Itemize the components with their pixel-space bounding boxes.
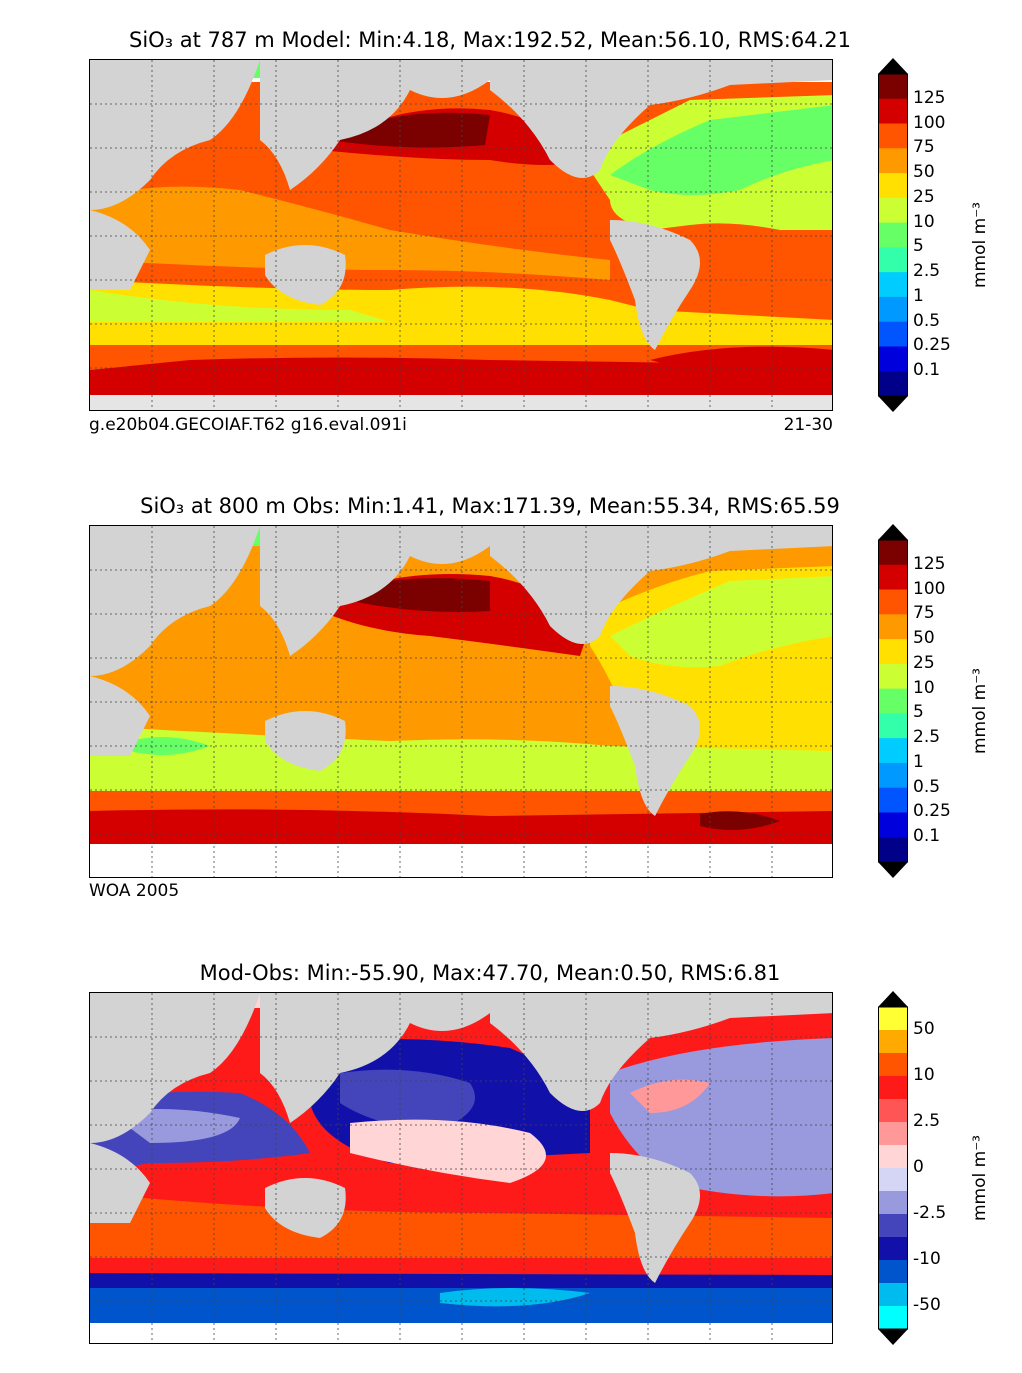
colorbar-swatch	[878, 371, 908, 397]
map-diff-svg	[90, 993, 832, 1343]
colorbar-swatch	[878, 713, 908, 739]
colorbar-tick-label: 0.5	[913, 310, 941, 331]
caption-left: WOA 2005	[89, 881, 180, 901]
colorbar-swatch	[878, 1030, 908, 1054]
colorbar-tick-label: 5	[913, 236, 924, 257]
colorbar-swatch	[878, 564, 908, 591]
caption-left: g.e20b04.GECOIAF.T62 g16.eval.091i	[89, 415, 407, 435]
colorbar-tick-label: 10	[913, 1065, 935, 1085]
colorbar-swatch	[878, 1099, 908, 1123]
colorbar-swatch	[878, 74, 908, 100]
colorbar-tick-label: 25	[913, 652, 935, 673]
colorbar-swatch	[878, 1260, 908, 1284]
colorbar-swatch	[878, 272, 908, 298]
colorbar-tick-label: 2.5	[913, 261, 941, 282]
colorbar-tick-label: 100	[913, 578, 946, 599]
unit-label: mmol m⁻³	[970, 1135, 990, 1221]
colorbar-swatch	[878, 346, 908, 372]
colorbar-swatch	[878, 1306, 908, 1330]
colorbar-swatch	[878, 247, 908, 273]
colorbar-tick-label: 1	[913, 285, 924, 306]
colorbar-swatch	[878, 321, 908, 347]
panel-title: Mod-Obs: Min:-55.90, Max:47.70, Mean:0.5…	[199, 961, 781, 985]
colorbar-tick-label: 10	[913, 677, 935, 698]
colorbar-tick-label: 125	[913, 553, 946, 574]
colorbar-tick-label: 2.5	[913, 1111, 941, 1131]
colorbar-swatch	[878, 1053, 908, 1077]
colorbar-tick-label: 75	[913, 137, 935, 158]
map-obs-svg	[90, 526, 832, 877]
colorbar-swatch	[878, 614, 908, 640]
colorbar-swatch	[878, 837, 908, 863]
panel-title: SiO₃ at 787 m Model: Min:4.18, Max:192.5…	[128, 28, 852, 52]
colorbar-tick-label: -10	[913, 1249, 941, 1269]
colorbar-tick-label: 50	[913, 162, 935, 183]
colorbar-swatch	[878, 1076, 908, 1100]
colorbar-tick-label: 50	[913, 1019, 935, 1039]
colorbar-swatch	[878, 123, 908, 149]
colorbar-tick-label: 125	[913, 87, 946, 108]
colorbar-tick-label: 0.1	[913, 360, 941, 381]
colorbar-tick-label: 75	[913, 603, 935, 624]
colorbar-tick-label: 1	[913, 751, 924, 772]
colorbar-swatch	[878, 197, 908, 224]
map-model	[89, 59, 833, 411]
map-diff	[89, 992, 833, 1344]
colorbar-swatch	[878, 1237, 908, 1261]
colorbar-swatch	[878, 98, 908, 125]
colorbar-tick-label: 25	[913, 186, 935, 207]
colorbar-tick-label: 0.25	[913, 335, 951, 356]
colorbar-tick-label: 5	[913, 702, 924, 723]
colorbar-tick-label: -50	[913, 1295, 941, 1315]
colorbar	[878, 58, 908, 412]
colorbar-swatch	[878, 1122, 908, 1146]
colorbar-swatch	[878, 738, 908, 764]
colorbar-swatch	[878, 1191, 908, 1215]
colorbar-swatch	[878, 688, 908, 714]
colorbar-swatch	[878, 540, 908, 566]
colorbar-swatch	[878, 787, 908, 813]
colorbar-swatch	[878, 639, 908, 665]
colorbar-swatch	[878, 1283, 908, 1307]
colorbar-tick-label: 50	[913, 628, 935, 649]
colorbar-swatch	[878, 1214, 908, 1238]
colorbar-tick-label: -2.5	[913, 1203, 947, 1223]
colorbar-swatch	[878, 762, 908, 789]
colorbar-swatch	[878, 1145, 908, 1169]
map-obs	[89, 525, 833, 878]
colorbar-swatch	[878, 1168, 908, 1192]
colorbar-swatch	[878, 173, 908, 199]
colorbar-tick-label: 2.5	[913, 727, 941, 748]
colorbar-tick-label: 0	[913, 1157, 924, 1177]
panel-title: SiO₃ at 800 m Obs: Min:1.41, Max:171.39,…	[140, 494, 840, 518]
colorbar-tick-label: 100	[913, 112, 946, 133]
colorbar-swatch	[878, 296, 908, 323]
colorbar-swatch	[878, 222, 908, 248]
colorbar-tick-label: 10	[913, 211, 935, 232]
colorbar-swatch	[878, 148, 908, 174]
colorbar-tick-label: 0.1	[913, 826, 941, 847]
map-model-svg	[90, 60, 832, 410]
colorbar-swatch	[878, 1007, 908, 1031]
unit-label: mmol m⁻³	[970, 668, 990, 754]
colorbar-tick-label: 0.5	[913, 776, 941, 797]
colorbar	[878, 524, 908, 878]
caption-right: 21-30	[783, 415, 833, 435]
colorbar-swatch	[878, 663, 908, 690]
colorbar	[878, 991, 908, 1345]
colorbar-swatch	[878, 589, 908, 615]
colorbar-swatch	[878, 812, 908, 838]
unit-label: mmol m⁻³	[970, 202, 990, 288]
colorbar-tick-label: 0.25	[913, 801, 951, 822]
